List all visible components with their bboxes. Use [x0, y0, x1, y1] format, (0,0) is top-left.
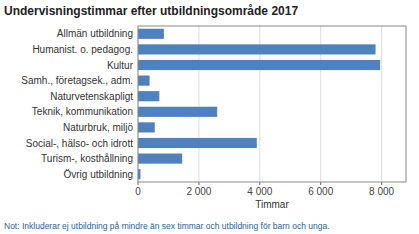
bar [138, 138, 257, 148]
x-grid [138, 26, 382, 182]
tick-label: 4 000 [247, 186, 272, 197]
tick-label: 8 000 [369, 186, 394, 197]
tick-label: 0 [135, 186, 141, 197]
category-label: Kultur [107, 60, 134, 71]
category-label: Allmän utbildning [57, 28, 133, 39]
category-label: Samh., företagsek., adm. [21, 75, 133, 86]
chart: Undervisningstimmar efter utbildningsomr… [0, 0, 419, 234]
bar [138, 91, 159, 101]
tick-label: 2 000 [186, 186, 211, 197]
bar [138, 60, 380, 70]
bar [138, 122, 155, 132]
bar [138, 154, 182, 164]
bar [138, 76, 150, 86]
category-label: Övrig utbildning [64, 169, 133, 180]
category-label: Teknik, kommunikation [32, 106, 133, 117]
bars [138, 29, 380, 180]
bar [138, 44, 376, 54]
category-label: Social-, hälso- och idrott [26, 138, 133, 149]
plot-frame [138, 26, 406, 182]
bar [138, 107, 217, 117]
category-label: Naturbruk, miljö [63, 122, 133, 133]
bar [138, 29, 164, 39]
grid-line [381, 26, 382, 182]
category-label: Humanist. o. pedagog. [32, 44, 133, 55]
x-axis-label: Timmar [255, 199, 289, 210]
tick-label: 6 000 [308, 186, 333, 197]
x-ticks: 0 2 000 4 000 6 000 8 000 [135, 182, 394, 197]
category-label: Naturvetenskapligt [50, 91, 133, 102]
category-label: Turism-, kosthållning [41, 153, 133, 164]
note: Not: Inkluderar ej utbildning på mindre … [4, 221, 330, 231]
title: Undervisningstimmar efter utbildningsomr… [4, 4, 298, 18]
y-labels: Övrig utbildning Turism-, kosthållning Soc… [21, 28, 133, 179]
